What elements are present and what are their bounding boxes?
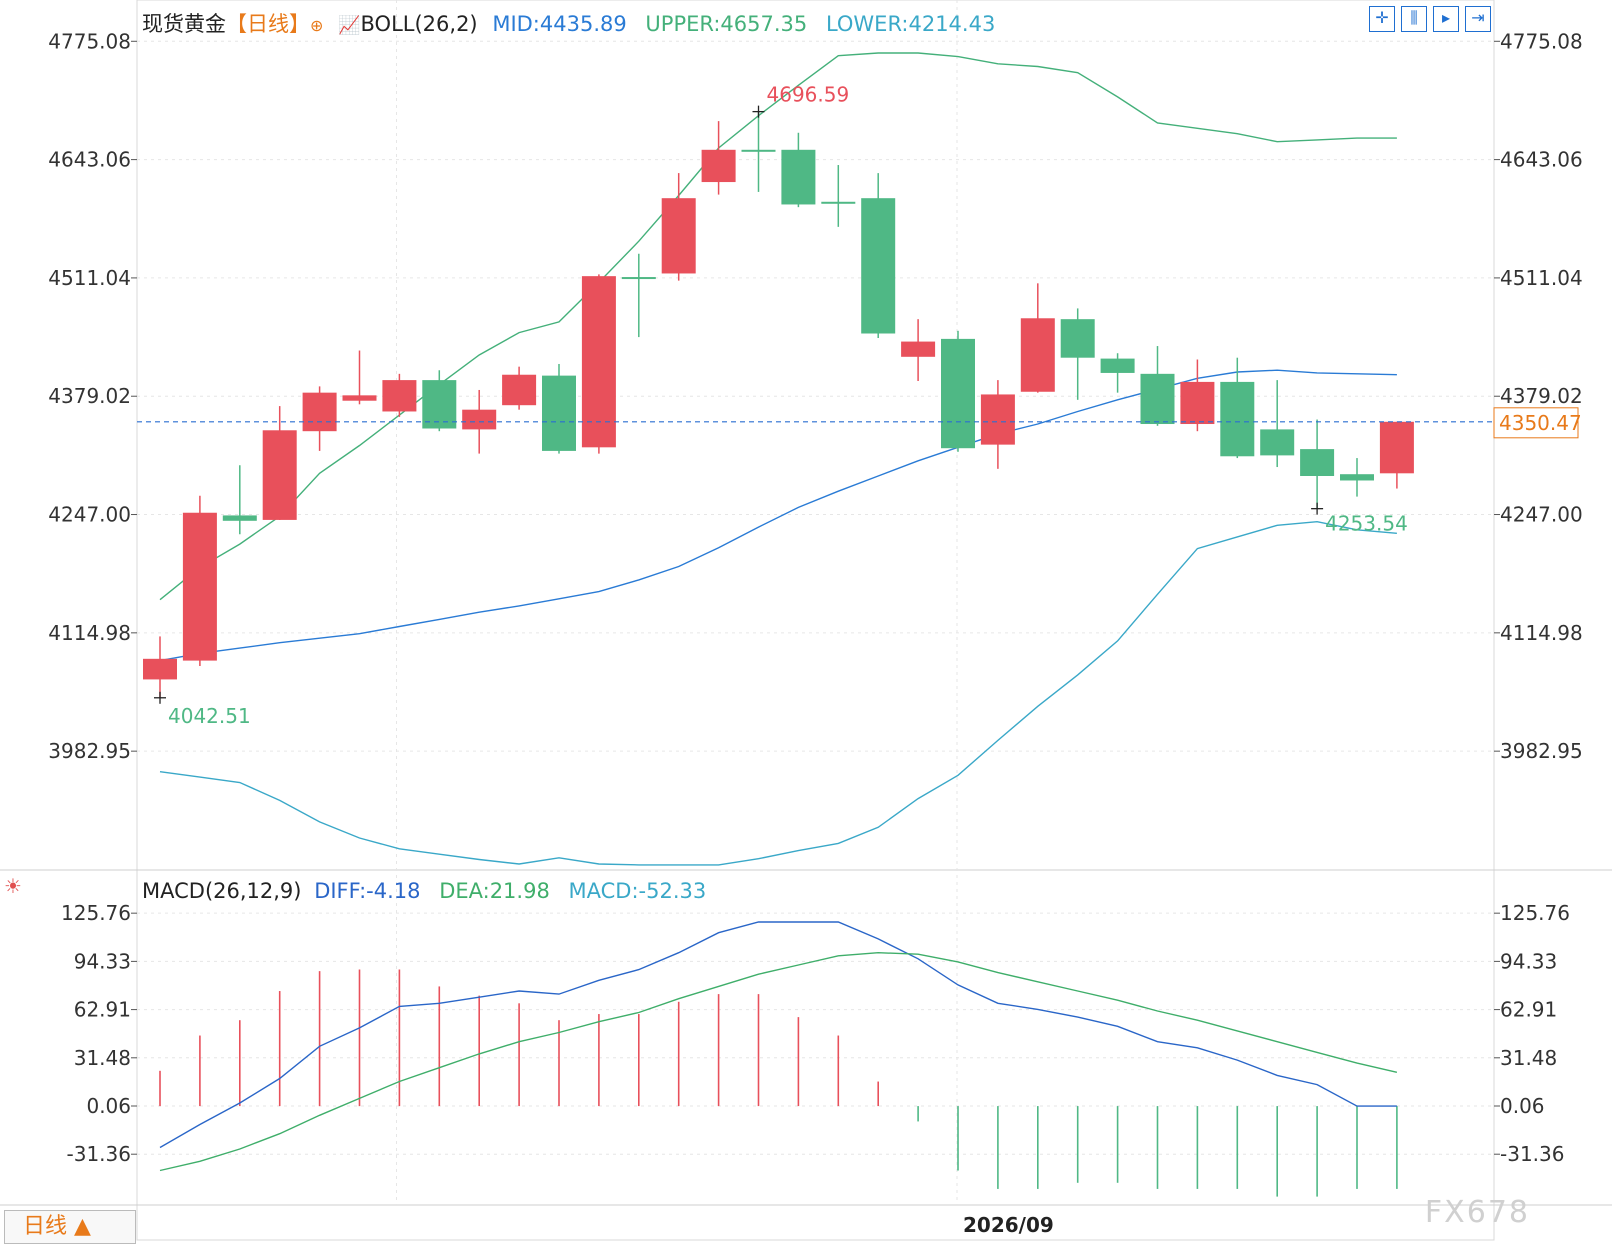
candle-body[interactable]: [901, 341, 936, 357]
candle-body[interactable]: [182, 512, 217, 661]
candle-body[interactable]: [222, 515, 257, 521]
macd-dea-line: [159, 951, 1398, 1172]
period-button[interactable]: 日线 ▲: [4, 1210, 136, 1244]
macd-y-tick-right: 0.06: [1500, 1094, 1545, 1118]
watermark: FX678: [1424, 1195, 1530, 1230]
crosshair-icon[interactable]: ✛: [1369, 6, 1395, 32]
current-price-tag: [1493, 407, 1579, 439]
play-icon[interactable]: ▸: [1433, 6, 1459, 32]
candle-body[interactable]: [262, 430, 297, 520]
macd-y-tick-left: 31.48: [74, 1046, 131, 1070]
macd-diff-line: [159, 921, 1397, 1149]
candle-body[interactable]: [1180, 381, 1215, 425]
y-tick-label-left: 4775.08: [48, 29, 131, 53]
candle-body[interactable]: [1100, 358, 1135, 373]
boll-upper-line: [159, 52, 1397, 601]
candle-body[interactable]: [1379, 421, 1414, 474]
macd-y-tick-left: 62.91: [74, 998, 131, 1022]
candle-body[interactable]: [1220, 381, 1255, 457]
y-tick-label-left: 4511.04: [48, 266, 131, 290]
candle-body[interactable]: [621, 277, 656, 280]
boll-lower-value: LOWER:4214.43: [825, 12, 996, 36]
boll-mid-value: MID:4435.89: [492, 12, 627, 36]
candle-body[interactable]: [861, 198, 896, 334]
candle-body[interactable]: [422, 380, 457, 429]
macd-y-tick-right: 94.33: [1500, 949, 1557, 973]
boll-upper-value: UPPER:4657.35: [645, 12, 808, 36]
boll-mid-line: [159, 369, 1397, 662]
macd-y-tick-right: -31.36: [1500, 1142, 1564, 1166]
instrument-name: 现货黄金: [142, 12, 226, 36]
candle-body[interactable]: [1060, 319, 1095, 358]
y-tick-label-right: 4775.08: [1500, 29, 1583, 53]
next-icon[interactable]: ⇥: [1465, 6, 1491, 32]
boll-indicator-icon[interactable]: 📈: [338, 15, 361, 36]
candle-body[interactable]: [661, 198, 696, 274]
macd-y-tick-left: 125.76: [61, 901, 131, 925]
macd-y-tick-left: 0.06: [86, 1094, 131, 1118]
plot-frame: [136, 0, 1495, 1241]
candle-body[interactable]: [302, 392, 337, 432]
candle-body[interactable]: [821, 201, 856, 204]
settings-circle-icon[interactable]: ⊕: [310, 16, 324, 35]
boll-label[interactable]: BOLL(26,2): [360, 12, 478, 36]
candle-body[interactable]: [1140, 373, 1175, 425]
candle-body[interactable]: [581, 276, 616, 448]
macd-y-tick-left: -31.36: [67, 1142, 131, 1166]
candle-body[interactable]: [542, 375, 576, 451]
y-tick-label-right: 4114.98: [1500, 621, 1583, 645]
macd-y-tick-right: 125.76: [1500, 901, 1570, 925]
macd-dea-value: DEA:21.98: [439, 879, 550, 903]
low-annotation-recent: 4253.54: [1325, 512, 1408, 536]
y-tick-label-right: 4247.00: [1500, 503, 1583, 527]
macd-y-tick-right: 62.91: [1500, 998, 1557, 1022]
macd-diff-value: DIFF:-4.18: [314, 879, 421, 903]
y-tick-label-right: 4379.02: [1500, 384, 1583, 408]
candle-body[interactable]: [382, 380, 417, 412]
macd-settings-icon[interactable]: ☀: [4, 874, 22, 898]
candle-body[interactable]: [701, 149, 736, 183]
high-annotation: 4696.59: [767, 83, 850, 107]
candle-body[interactable]: [1300, 449, 1335, 476]
macd-y-tick-right: 31.48: [1500, 1046, 1557, 1070]
y-tick-label-left: 4379.02: [48, 384, 131, 408]
compare-icon[interactable]: ⫼: [1401, 6, 1427, 32]
candle-body[interactable]: [1260, 429, 1295, 456]
macd-label[interactable]: MACD(26,12,9): [142, 879, 302, 903]
y-tick-label-right: 3982.95: [1500, 739, 1583, 763]
candle-body[interactable]: [342, 395, 377, 401]
candle-body[interactable]: [1020, 318, 1055, 392]
candle-body[interactable]: [1340, 474, 1374, 481]
y-tick-label-left: 4114.98: [48, 621, 131, 645]
candle-body[interactable]: [741, 149, 776, 152]
y-tick-label-left: 4643.06: [48, 148, 131, 172]
candle-body[interactable]: [462, 409, 497, 430]
candle-body[interactable]: [143, 658, 177, 680]
candle-body[interactable]: [980, 394, 1015, 445]
period-tag[interactable]: 【日线】: [226, 12, 310, 36]
low-annotation-start: 4042.51: [168, 704, 251, 728]
candle-body[interactable]: [502, 374, 537, 406]
candle-body[interactable]: [781, 149, 816, 205]
y-tick-label-left: 4247.00: [48, 503, 131, 527]
macd-y-tick-left: 94.33: [74, 949, 131, 973]
candle-body[interactable]: [941, 338, 975, 449]
y-tick-label-right: 4643.06: [1500, 148, 1583, 172]
current-price-label: 4350.47: [1499, 411, 1582, 435]
y-tick-label-left: 3982.95: [48, 739, 131, 763]
boll-lower-line: [159, 520, 1397, 866]
macd-macd-value: MACD:-52.33: [568, 879, 707, 903]
time-axis-label: 2026/09: [963, 1213, 1054, 1237]
y-tick-label-right: 4511.04: [1500, 266, 1583, 290]
